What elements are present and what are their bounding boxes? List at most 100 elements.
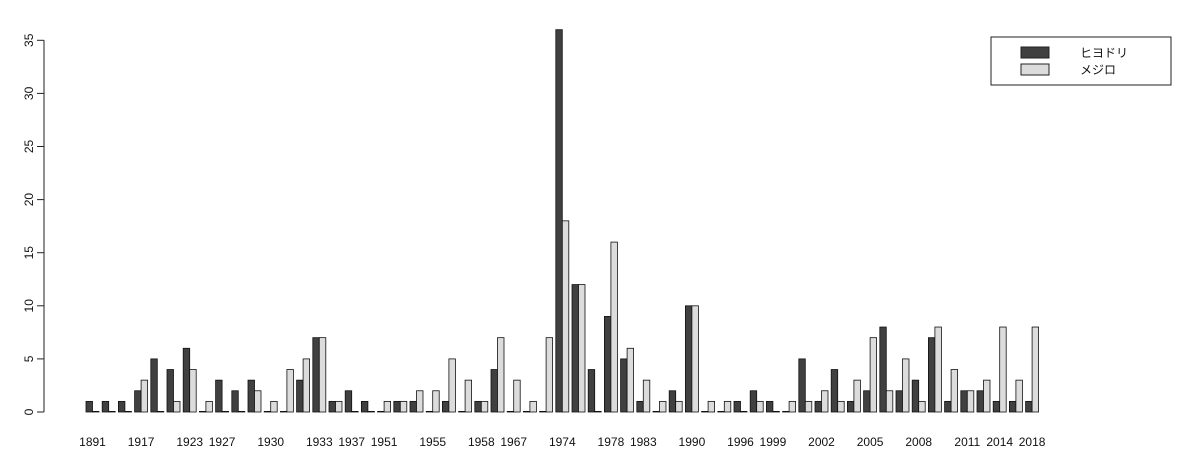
legend-swatch-series-2 — [1020, 63, 1050, 76]
bar-series-2-1930 — [270, 400, 278, 413]
bar-series-1-1957 — [458, 410, 466, 413]
bar-series-2-1931 — [286, 369, 294, 413]
bar-series-1-1960 — [490, 369, 498, 413]
bar-series-2-1956 — [448, 358, 456, 413]
bar-series-1-2004 — [847, 400, 855, 413]
bar-series-2-1958 — [480, 400, 489, 413]
bar-series-1-2012 — [976, 390, 984, 413]
bar-series-2-2004 — [853, 379, 861, 413]
bar-series-1-1937 — [344, 390, 353, 413]
y-tick-label: 15 — [22, 246, 36, 260]
bar-series-2-2010 — [950, 369, 958, 413]
bar-series-2-1978 — [610, 241, 618, 413]
bar-series-1-1932 — [296, 379, 304, 413]
bar-series-1-1929 — [247, 379, 255, 413]
bar-series-1-2006 — [879, 326, 887, 413]
bar-series-2-1985 — [659, 400, 667, 413]
x-tick-label: 1958 — [468, 435, 495, 449]
x-tick-label: 1930 — [257, 435, 284, 449]
bar-series-2-1935 — [335, 400, 343, 413]
bar-series-2-2000 — [788, 400, 796, 413]
bar-series-2-1954 — [416, 390, 424, 413]
bar-series-1-1990 — [685, 305, 693, 413]
bar-series-1-1927 — [215, 379, 223, 413]
bar-series-2-1923 — [189, 369, 197, 413]
x-tick-label: 1955 — [419, 435, 446, 449]
bar-series-1-2016 — [1009, 400, 1017, 413]
bar-series-2-2007 — [902, 358, 910, 413]
bar-series-1-2014 — [992, 400, 1001, 413]
bar-series-1-1967 — [506, 410, 515, 413]
bar-series-2-2006 — [885, 390, 894, 413]
bar-series-1-1924 — [198, 410, 207, 413]
bar-series-2-2016 — [1015, 379, 1023, 413]
legend-label-series-2: メジロ — [1080, 63, 1116, 77]
bar-series-1-2011 — [960, 390, 968, 413]
bar-series-2-1996 — [740, 410, 748, 413]
bar-series-1-1922 — [166, 369, 174, 413]
bar-series-1-1993 — [701, 410, 709, 413]
x-tick-label: 1917 — [128, 435, 155, 449]
bar-series-1-1983 — [636, 400, 644, 413]
bar-series-2-1988 — [675, 400, 683, 413]
bar-series-2-1922 — [173, 400, 181, 413]
bar-series-1-1998 — [749, 390, 758, 413]
bar-series-2-2012 — [983, 379, 991, 413]
y-tick-label: 25 — [22, 140, 36, 154]
bar-series-2-1995 — [723, 400, 732, 413]
bar-series-1-2001 — [798, 358, 806, 413]
legend-swatch-series-1 — [1020, 46, 1050, 59]
bar-series-1-1980 — [620, 358, 628, 413]
x-tick-label: 1927 — [209, 435, 236, 449]
bar-series-2-2011 — [966, 390, 975, 413]
x-axis: 1891 1917 1923 1927 1930 1933 1937 1951 1955 1958… — [79, 435, 1046, 449]
bar-series-1-1969 — [523, 410, 531, 413]
bar-series-2-1998 — [756, 400, 764, 413]
bar-series-1-1988 — [668, 390, 677, 413]
bar-series-2-1969 — [529, 400, 537, 413]
bar-series-2-2008 — [918, 400, 926, 413]
bar-series-2-1948 — [367, 410, 375, 413]
bar-series-2-1953 — [399, 400, 408, 413]
bar-series-1-2005 — [863, 390, 871, 413]
x-tick-label: 2011 — [954, 435, 980, 449]
bar-series-2-1911 — [124, 410, 132, 413]
y-axis: 0 5 10 15 20 25 30 35 — [22, 33, 45, 415]
x-tick-label: 1996 — [727, 435, 754, 449]
bar-series-1-2003 — [830, 369, 839, 413]
bar-series-2-1990 — [691, 305, 699, 413]
bar-series-2-1976 — [578, 284, 586, 413]
bar-series-1-1976 — [571, 284, 579, 413]
bar-series-2-1993 — [707, 400, 715, 413]
bar-series-1-2008 — [911, 379, 920, 413]
bar-series-1-2002 — [814, 400, 822, 413]
bar-series-2-1932 — [302, 358, 311, 413]
legend-label-series-1: ヒヨドリ — [1080, 46, 1128, 60]
x-tick-label: 1951 — [371, 435, 398, 449]
x-tick-label: 1978 — [598, 435, 625, 449]
bar-series-2-2018 — [1031, 326, 1039, 413]
y-tick-label: 35 — [22, 33, 36, 47]
bar-series-1-1891 — [85, 400, 93, 413]
bar-series-2-1891 — [92, 410, 100, 413]
bar-series-1-1985 — [652, 410, 660, 413]
bar-series-2-1927 — [221, 410, 230, 413]
x-tick-label: 2002 — [808, 435, 835, 449]
bar-series-2-1977 — [594, 410, 602, 413]
legend: ヒヨドリ メジロ — [990, 36, 1172, 86]
x-tick-label: 1923 — [176, 435, 203, 449]
x-tick-label: 1999 — [760, 435, 787, 449]
bar-series-1-1978 — [604, 316, 612, 413]
bar-series-1-1935 — [328, 400, 336, 413]
x-tick-label: 1967 — [500, 435, 527, 449]
bar-series-2-1980 — [626, 347, 634, 413]
bar-series-1-1996 — [733, 400, 741, 413]
x-tick-label: 2008 — [905, 435, 932, 449]
x-tick-label: 1983 — [630, 435, 657, 449]
bar-series-1-1999 — [766, 400, 774, 413]
bar-series-2-1902 — [108, 410, 116, 413]
bar-series-2-2002 — [821, 390, 829, 413]
legend-box — [990, 36, 1172, 86]
bar-series-1-1917 — [134, 390, 142, 413]
